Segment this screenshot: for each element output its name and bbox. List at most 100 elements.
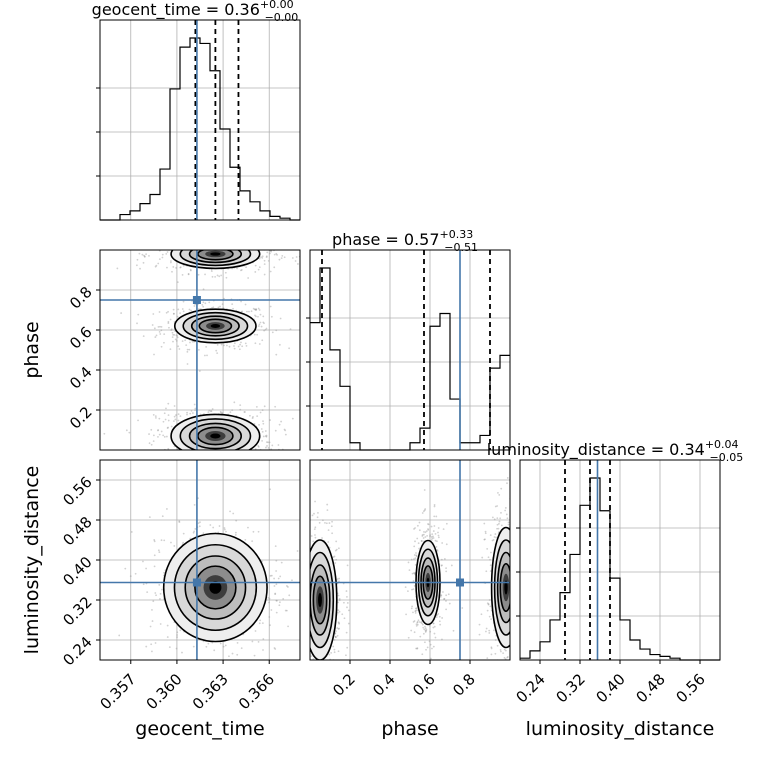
scatter-point <box>436 540 438 543</box>
scatter-point <box>486 657 489 660</box>
scatter-point <box>438 615 441 618</box>
scatter-point <box>426 534 429 537</box>
scatter-point <box>504 507 507 509</box>
scatter-point <box>255 309 257 312</box>
scatter-point <box>193 504 196 506</box>
panel-frame <box>99 19 301 221</box>
scatter-point <box>294 260 297 262</box>
scatter-point <box>286 585 288 587</box>
scatter-point <box>261 430 264 433</box>
scatter-point <box>425 648 427 651</box>
scatter-point <box>489 558 491 561</box>
scatter-point <box>231 652 234 655</box>
scatter-point <box>166 251 169 253</box>
scatter-point <box>273 577 275 580</box>
scatter-point <box>185 344 188 347</box>
scatter-point <box>257 307 260 310</box>
scatter-point <box>490 618 492 620</box>
scatter-point <box>336 578 339 580</box>
scatter-point <box>346 646 349 649</box>
scatter-point <box>162 434 165 437</box>
scatter-point <box>445 600 447 602</box>
scatter-point <box>215 349 218 352</box>
scatter-point <box>429 535 431 538</box>
scatter-point <box>443 598 445 601</box>
density-level-5 <box>210 252 221 256</box>
scatter-point <box>273 585 276 587</box>
contour-3 <box>197 250 234 261</box>
density-level-5 <box>209 581 222 594</box>
scatter-point <box>275 252 278 255</box>
contour-0 <box>490 526 510 649</box>
scatter-point <box>271 444 274 447</box>
scatter-point <box>504 649 507 652</box>
scatter-point <box>424 631 427 633</box>
scatter-point <box>201 303 204 306</box>
scatter-point <box>448 602 451 605</box>
scatter-point <box>221 412 224 414</box>
scatter-point <box>186 413 188 416</box>
scatter-point <box>312 658 315 660</box>
scatter-point <box>255 308 258 311</box>
scatter-point <box>265 434 268 437</box>
panel-contents <box>100 250 300 450</box>
scatter-point <box>161 256 164 259</box>
scatter-point <box>167 414 170 416</box>
scatter-point <box>159 597 161 600</box>
scatter-point <box>423 530 425 533</box>
scatter-point <box>233 342 236 345</box>
scatter-point <box>283 256 286 259</box>
scatter-point <box>291 417 294 420</box>
scatter-point <box>335 636 337 639</box>
scatter-point <box>417 619 420 622</box>
scatter-point <box>478 623 481 626</box>
scatter-point <box>154 336 157 338</box>
scatter-point <box>167 320 170 323</box>
scatter-point <box>153 353 155 356</box>
scatter-point <box>224 271 227 274</box>
scatter-point <box>194 528 197 530</box>
scatter-point <box>421 534 424 536</box>
scatter-point <box>423 641 426 644</box>
scatter-point <box>148 442 151 445</box>
scatter-point <box>483 538 486 541</box>
scatter-point <box>173 333 176 336</box>
scatter-point <box>268 616 271 618</box>
scatter-point <box>261 409 264 412</box>
scatter-point <box>433 525 436 527</box>
scatter-point <box>166 266 168 269</box>
scatter-point <box>249 414 251 417</box>
scatter-point <box>422 626 425 629</box>
scatter-point <box>345 590 348 592</box>
scatter-point <box>346 564 349 567</box>
scatter-point <box>159 333 162 335</box>
scatter-point <box>182 532 185 535</box>
scatter-point <box>314 534 316 536</box>
scatter-point <box>426 646 429 649</box>
scatter-point <box>493 629 495 632</box>
scatter-point <box>342 601 345 604</box>
x-axis-label-geocent_time: geocent_time <box>135 718 264 740</box>
title-main: phase = 0.57 <box>332 230 439 249</box>
scatter-point <box>151 609 153 611</box>
scatter-point <box>222 645 225 648</box>
scatter-point <box>345 654 347 657</box>
scatter-point <box>428 624 431 627</box>
scatter-point <box>248 310 250 313</box>
contour-3 <box>198 318 233 334</box>
pair-panel-luminosity_distance-vs-phase <box>309 459 511 661</box>
scatter-point <box>296 550 299 552</box>
scatter-point <box>491 516 494 519</box>
scatter-point <box>507 521 510 524</box>
scatter-point <box>494 652 497 655</box>
scatter-point <box>231 409 234 412</box>
scatter-point <box>262 435 265 438</box>
scatter-point <box>498 522 500 525</box>
scatter-point <box>265 327 268 330</box>
scatter-point <box>331 520 333 523</box>
scatter-point <box>263 273 266 276</box>
hist-series-phase <box>310 267 510 451</box>
scatter-point <box>179 415 182 417</box>
scatter-point <box>433 632 436 635</box>
scatter-point <box>204 302 207 305</box>
